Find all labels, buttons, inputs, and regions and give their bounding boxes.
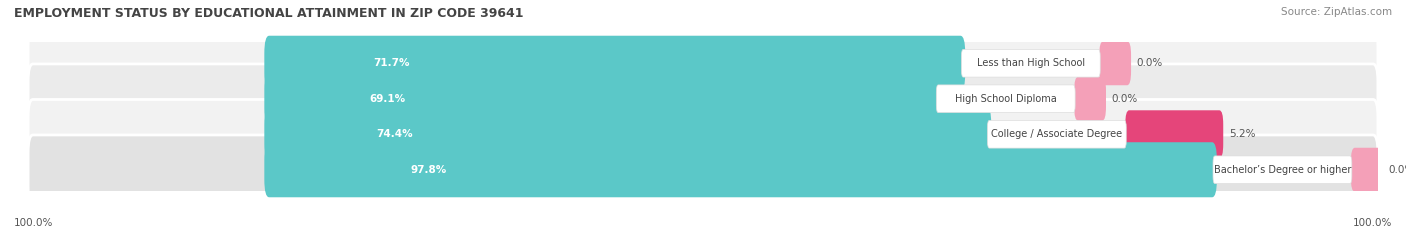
FancyBboxPatch shape (264, 36, 966, 91)
Text: 0.0%: 0.0% (1112, 94, 1137, 104)
FancyBboxPatch shape (264, 142, 1216, 197)
Text: 100.0%: 100.0% (14, 218, 53, 228)
FancyBboxPatch shape (1351, 148, 1382, 192)
FancyBboxPatch shape (1099, 41, 1130, 85)
FancyBboxPatch shape (936, 85, 1076, 113)
Text: 0.0%: 0.0% (1137, 58, 1163, 68)
FancyBboxPatch shape (1074, 77, 1107, 121)
Text: College / Associate Degree: College / Associate Degree (991, 129, 1122, 139)
Text: EMPLOYMENT STATUS BY EDUCATIONAL ATTAINMENT IN ZIP CODE 39641: EMPLOYMENT STATUS BY EDUCATIONAL ATTAINM… (14, 7, 523, 20)
Text: High School Diploma: High School Diploma (955, 94, 1056, 104)
FancyBboxPatch shape (962, 49, 1101, 77)
FancyBboxPatch shape (264, 107, 991, 162)
FancyBboxPatch shape (28, 64, 1378, 134)
FancyBboxPatch shape (987, 120, 1126, 148)
FancyBboxPatch shape (264, 71, 941, 126)
Text: 69.1%: 69.1% (370, 94, 405, 104)
FancyBboxPatch shape (1213, 156, 1351, 184)
Text: 100.0%: 100.0% (1353, 218, 1392, 228)
Text: 0.0%: 0.0% (1389, 165, 1406, 175)
FancyBboxPatch shape (28, 28, 1378, 98)
Text: Less than High School: Less than High School (977, 58, 1085, 68)
Text: 74.4%: 74.4% (377, 129, 413, 139)
Text: 97.8%: 97.8% (411, 165, 447, 175)
FancyBboxPatch shape (1125, 110, 1223, 158)
Text: 5.2%: 5.2% (1229, 129, 1256, 139)
Text: 71.7%: 71.7% (373, 58, 409, 68)
Text: Bachelor’s Degree or higher: Bachelor’s Degree or higher (1213, 165, 1351, 175)
FancyBboxPatch shape (28, 135, 1378, 205)
Text: Source: ZipAtlas.com: Source: ZipAtlas.com (1281, 7, 1392, 17)
FancyBboxPatch shape (28, 99, 1378, 169)
